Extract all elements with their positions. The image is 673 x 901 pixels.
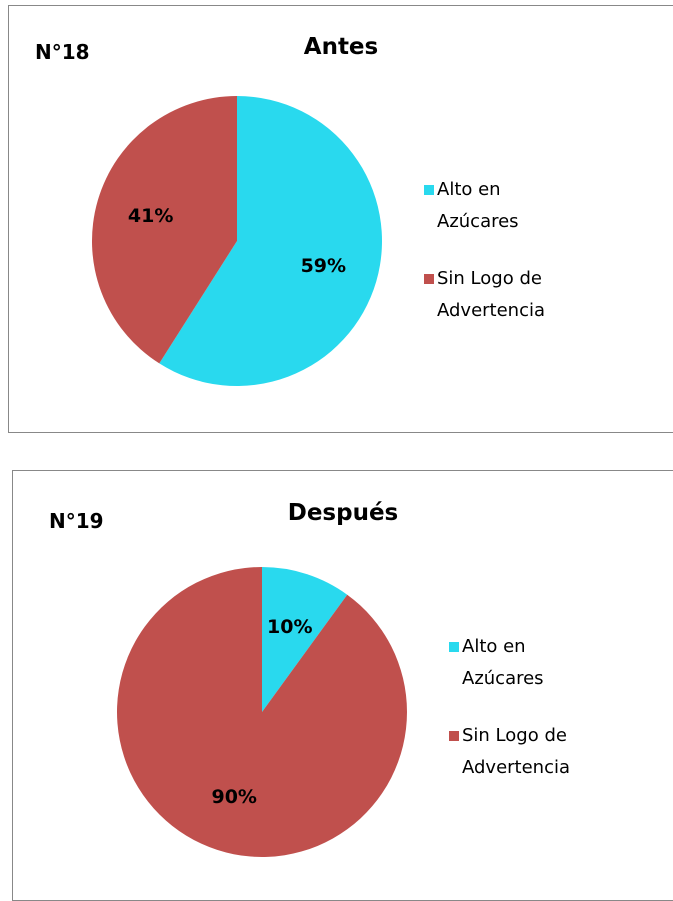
legend-label: Sin Logo de Advertencia — [462, 725, 571, 778]
pie-slice — [116, 567, 407, 857]
data-label: 59% — [300, 255, 347, 278]
legend-swatch — [449, 642, 459, 652]
chart-title: Antes — [303, 34, 379, 60]
chart-title: Después — [287, 500, 399, 526]
legend-swatch — [424, 185, 434, 195]
chart — [92, 96, 382, 386]
chart-annotation: N°19 — [49, 509, 104, 533]
data-label: 41% — [127, 204, 174, 227]
chart-box: Antes N°18 59% 41% Alto en Azúcares Sin Logo … — [8, 5, 673, 433]
pie-slice — [262, 567, 348, 712]
legend-label: Alto en Azúcares — [462, 636, 544, 689]
data-label: 90% — [211, 786, 257, 809]
chart — [116, 567, 407, 857]
chart-box: Después N°19 10% 90% Alto en Azúcares Sin Log… — [12, 470, 673, 901]
pie-slice — [159, 96, 382, 386]
legend-label: Sin Logo de Advertencia — [437, 268, 546, 321]
legend-swatch — [424, 274, 434, 284]
chart-annotation: N°18 — [35, 40, 90, 64]
data-label: 10% — [267, 615, 313, 638]
legend-label: Alto en Azúcares — [437, 179, 519, 232]
pie-slice — [92, 96, 237, 364]
legend-swatch — [449, 731, 459, 741]
